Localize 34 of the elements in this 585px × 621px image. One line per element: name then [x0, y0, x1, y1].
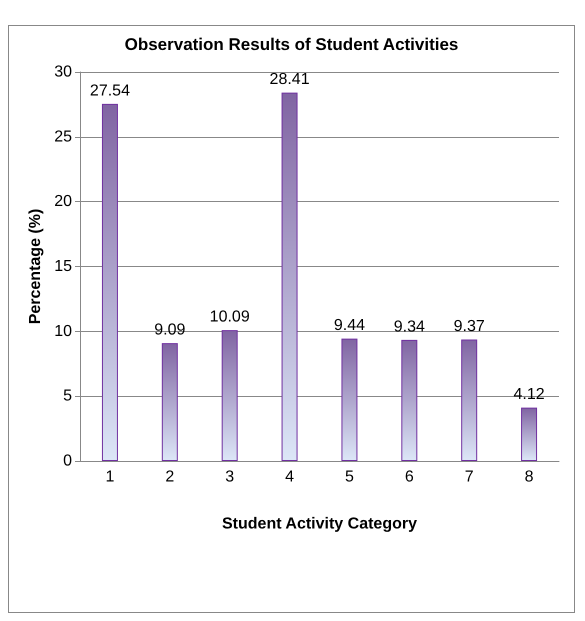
x-tick-label: 6	[404, 468, 414, 486]
x-tick-label: 1	[105, 468, 114, 486]
x-tick-label: 2	[165, 468, 174, 486]
x-axis-title: Student Activity Category	[222, 516, 418, 532]
bar	[521, 408, 538, 461]
y-tick-label: 10	[54, 322, 72, 340]
data-label: 4.12	[513, 386, 545, 404]
bar	[282, 92, 298, 461]
y-tick-label: 20	[54, 193, 72, 210]
bar	[222, 330, 238, 461]
data-label: 10.09	[210, 308, 250, 326]
x-tick-label: 5	[344, 468, 354, 486]
y-tick-label: 15	[54, 258, 72, 275]
y-tick-label: 5	[63, 388, 72, 405]
x-tick-label: 3	[225, 468, 234, 486]
x-tick-label: 4	[285, 468, 294, 486]
x-tick-label: 7	[464, 468, 474, 486]
chart-title: Observation Results of Student Activities	[124, 35, 458, 54]
x-tick-label: 8	[524, 468, 534, 486]
bar	[461, 340, 478, 461]
y-tick-label: 0	[63, 452, 72, 470]
data-label: 9.37	[454, 318, 485, 335]
data-label: 27.54	[90, 82, 130, 100]
bar	[341, 338, 358, 461]
bar	[162, 343, 178, 461]
data-label: 9.09	[154, 322, 186, 339]
data-label: 9.44	[334, 317, 366, 334]
bar	[401, 340, 418, 461]
y-tick-label: 25	[54, 128, 72, 146]
data-label: 9.34	[394, 318, 425, 336]
y-axis-title: Percentage (%)	[26, 208, 44, 324]
data-label: 28.41	[270, 71, 310, 88]
y-tick-label: 30	[54, 64, 72, 80]
bar	[102, 104, 118, 461]
